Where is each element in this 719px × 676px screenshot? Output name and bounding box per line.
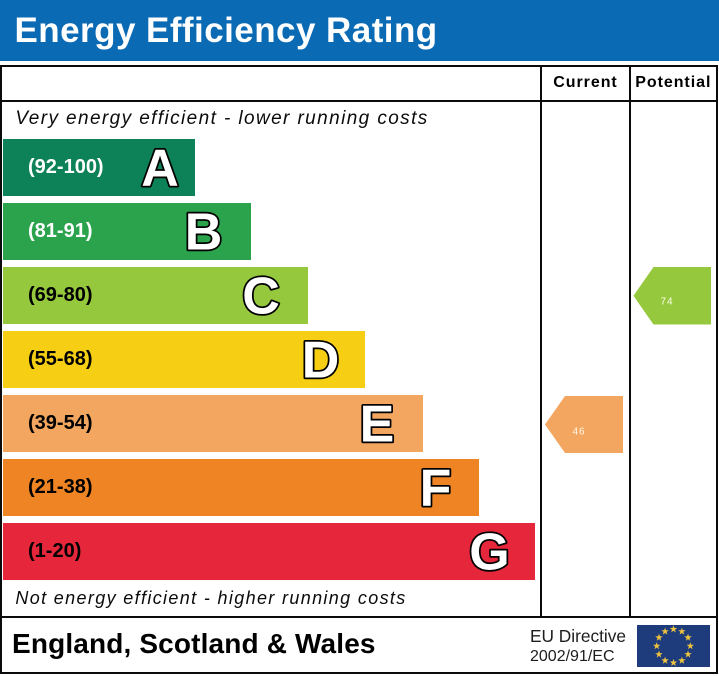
svg-text:E: E	[360, 395, 395, 453]
svg-text:D: D	[302, 331, 340, 389]
svg-text:C: C	[242, 267, 280, 325]
svg-text:A: A	[141, 139, 179, 197]
svg-text:B: B	[185, 203, 223, 261]
svg-text:F: F	[420, 459, 452, 517]
svg-text:74: 74	[660, 297, 673, 308]
svg-text:46: 46	[572, 426, 585, 437]
svg-text:G: G	[469, 523, 509, 581]
